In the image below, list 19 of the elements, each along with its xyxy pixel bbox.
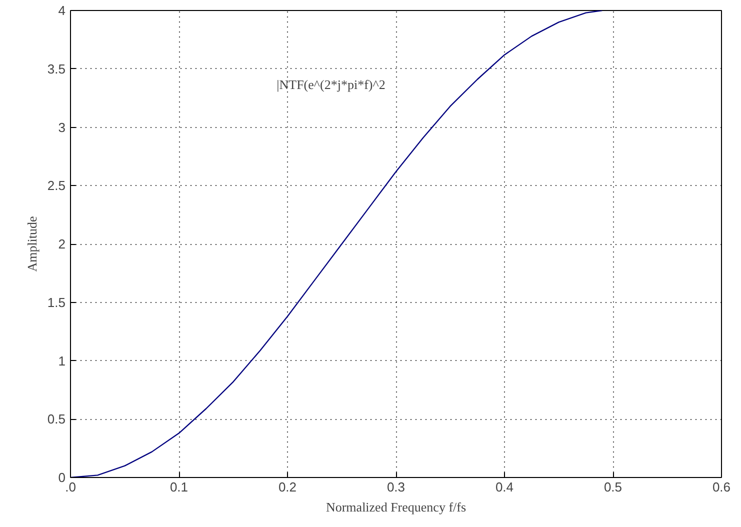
x-tick-label: 0.5 xyxy=(604,480,622,494)
y-tick-label: 0.5 xyxy=(47,412,66,427)
y-tick-label: 2 xyxy=(58,236,66,252)
x-tick-label: 0.4 xyxy=(495,480,514,494)
annotation: |NTF(e^(2*j*pi*f)^2 xyxy=(276,77,386,92)
y-tick-label: 2.5 xyxy=(47,178,66,194)
x-tick-label: .0 xyxy=(65,480,76,494)
x-tick-label: 0.6 xyxy=(712,480,731,494)
x-tick-label: 0.1 xyxy=(170,480,188,494)
x-tick-label: 0.2 xyxy=(278,480,297,494)
y-tick-label: 1.5 xyxy=(47,294,66,310)
x-tick-label: 0.3 xyxy=(386,480,406,494)
y-tick-label: 1 xyxy=(58,353,66,368)
y-axis-title: Amplitude xyxy=(24,216,40,272)
x-axis-title: Normalized Frequency f/fs xyxy=(326,500,466,514)
y-tick-label: 0 xyxy=(58,470,66,485)
y-tick-label: 3.5 xyxy=(47,61,66,76)
y-tick-label: 4 xyxy=(58,3,66,18)
y-tick-label: 3 xyxy=(58,120,66,135)
